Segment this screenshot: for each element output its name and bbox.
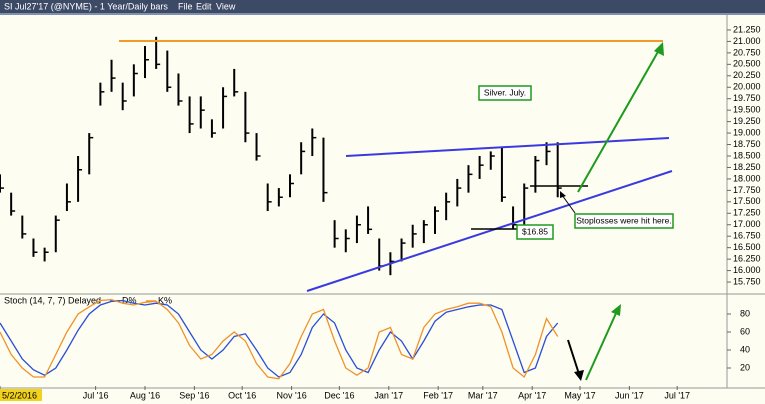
y-tick-label: 17.750 (733, 185, 761, 195)
x-tick-highlight (0, 389, 42, 401)
y-tick-label: 18.750 (733, 139, 761, 149)
title-border (0, 13, 765, 15)
y-tick-label: 60 (740, 326, 750, 336)
y-tick-label: 17.250 (733, 208, 761, 218)
note-box (478, 85, 532, 101)
note: Stoplosses were hit here. (576, 215, 671, 225)
y-tick-label: 18.250 (733, 162, 761, 172)
arrow (585, 310, 618, 381)
note-box (574, 213, 674, 229)
y-tick-label: 16.000 (733, 265, 761, 275)
note: Silver. July. (484, 87, 526, 97)
x-tick-label: Mar '17 (468, 390, 498, 400)
arrow-head (611, 304, 621, 316)
y-tick-label: 17.500 (733, 196, 761, 206)
x-tick-label: Dec '16 (324, 390, 354, 400)
legend-label: K% (158, 295, 172, 305)
note-box (516, 224, 554, 240)
x-tick-label: May '17 (564, 390, 595, 400)
y-tick-label: 80 (740, 308, 750, 318)
note: $16.85 (522, 226, 548, 236)
stoch-line (0, 299, 559, 378)
arrow (577, 49, 660, 193)
y-tick-label: 21.000 (733, 36, 761, 46)
arrow-head (560, 191, 566, 198)
arrow-head (654, 42, 664, 56)
x-tick-label: Jan '17 (374, 390, 403, 400)
y-tick-label: 15.750 (733, 276, 761, 286)
y-tick-label: 19.000 (733, 127, 761, 137)
arrow-head (574, 370, 584, 381)
arrow (567, 339, 580, 375)
x-tick-label: Jun '17 (615, 390, 644, 400)
x-tick-label: Jul '17 (664, 390, 690, 400)
pointer (561, 194, 576, 214)
x-tick-label: Aug '16 (130, 390, 160, 400)
window-title: SI Jul27'17 (@NYME) - 1 Year/Daily bars (4, 1, 168, 11)
y-tick-label: 20.250 (733, 70, 761, 80)
y-tick-label: 20.750 (733, 47, 761, 57)
annotations: Silver. July. $16.85 Stoplosses were hit… (119, 40, 674, 381)
x-tick-label: 5/2/2016 (2, 390, 37, 400)
trend-line (345, 137, 670, 157)
y-tick-label: 16.250 (733, 254, 761, 264)
y-tick-label: 19.750 (733, 93, 761, 103)
x-tick-label: Oct '16 (228, 390, 256, 400)
y-tick-label: 17.000 (733, 219, 761, 229)
legend-label: D% (122, 295, 137, 305)
trend-line (306, 170, 673, 292)
title-bar (0, 0, 765, 13)
y-tick-label: 19.500 (733, 105, 761, 115)
y-tick-label: 20.000 (733, 82, 761, 92)
y-tick-label: 21.250 (733, 24, 761, 34)
x-tick-label: Jul '16 (83, 390, 109, 400)
y-tick-label: 16.500 (733, 242, 761, 252)
y-tick-label: 20 (740, 362, 750, 372)
y-tick-label: 20.500 (733, 59, 761, 69)
y-tick-label: 18.000 (733, 173, 761, 183)
y-tick-label: 18.500 (733, 150, 761, 160)
y-tick-label: 40 (740, 344, 750, 354)
x-tick-label: Nov '16 (276, 390, 306, 400)
menu-item[interactable]: View (216, 1, 236, 11)
indicator-title: Stoch (14, 7, 7) Delayed (4, 295, 101, 305)
y-tick-label: 16.750 (733, 231, 761, 241)
stoch-line (0, 298, 559, 380)
menu-item[interactable]: File (178, 1, 193, 11)
x-tick-label: Sep '16 (179, 390, 209, 400)
x-tick-label: Apr '17 (518, 390, 546, 400)
menu-item[interactable]: Edit (196, 1, 212, 11)
y-tick-label: 19.250 (733, 116, 761, 126)
x-tick-label: Feb '17 (423, 390, 453, 400)
